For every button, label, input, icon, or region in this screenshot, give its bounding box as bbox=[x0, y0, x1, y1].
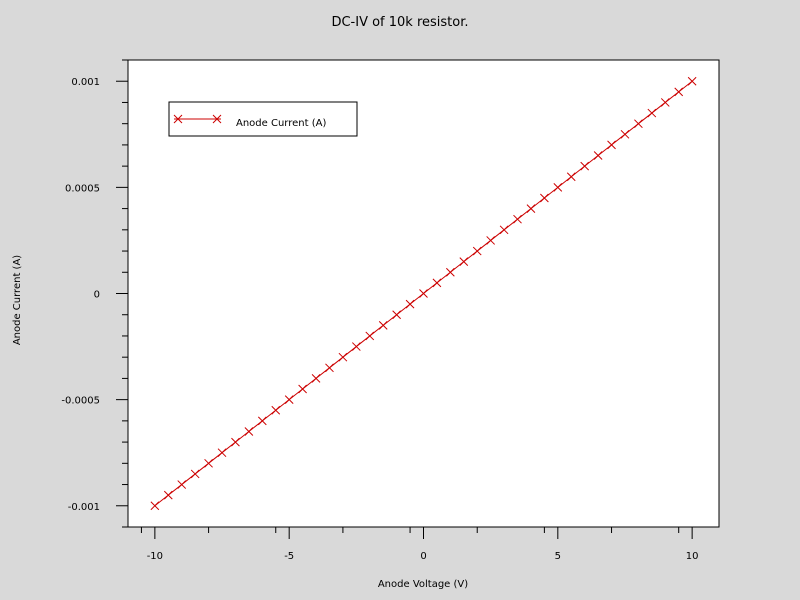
data-point bbox=[566, 172, 576, 182]
data-point bbox=[620, 129, 630, 139]
data-point bbox=[190, 469, 200, 479]
series-layer bbox=[150, 76, 697, 511]
data-point bbox=[647, 108, 657, 118]
legend-marker bbox=[173, 114, 183, 124]
data-point bbox=[607, 140, 616, 150]
data-point bbox=[204, 458, 213, 468]
data-point bbox=[513, 214, 522, 224]
data-point bbox=[177, 480, 187, 489]
data-point bbox=[311, 374, 321, 383]
legend: Anode Current (A) bbox=[168, 101, 358, 137]
data-point bbox=[660, 98, 670, 107]
y-axis-label: Anode Current (A) bbox=[12, 255, 23, 345]
y-tick-label: -0.0005 bbox=[61, 396, 100, 407]
data-point bbox=[459, 257, 469, 267]
data-point bbox=[244, 427, 254, 436]
data-point bbox=[472, 246, 482, 256]
data-point bbox=[405, 299, 415, 309]
x-tick-label: -10 bbox=[147, 551, 163, 562]
x-tick-label: -5 bbox=[284, 551, 294, 562]
data-point bbox=[580, 161, 590, 171]
data-point bbox=[486, 236, 496, 245]
data-point bbox=[217, 448, 227, 458]
data-point bbox=[365, 331, 375, 341]
data-point bbox=[257, 416, 267, 426]
data-point bbox=[378, 320, 388, 330]
data-point bbox=[674, 87, 684, 97]
data-point bbox=[540, 193, 549, 203]
data-point bbox=[432, 278, 442, 288]
data-point bbox=[163, 490, 173, 500]
y-tick-label: 0.001 bbox=[71, 77, 100, 88]
chart-title: DC-IV of 10k resistor. bbox=[331, 15, 468, 30]
data-point bbox=[634, 119, 643, 129]
data-point bbox=[553, 183, 563, 192]
legend-marker bbox=[212, 114, 222, 124]
x-tick-label: 10 bbox=[686, 551, 699, 562]
legend-markers bbox=[173, 114, 222, 124]
data-point bbox=[392, 310, 401, 320]
x-axis-label: Anode Voltage (V) bbox=[378, 579, 468, 590]
data-point bbox=[687, 76, 697, 86]
data-point bbox=[271, 405, 281, 415]
data-point bbox=[419, 289, 428, 298]
data-point bbox=[231, 437, 240, 447]
y-tick-label: 0.0005 bbox=[65, 183, 100, 194]
y-tick-label: 0 bbox=[94, 290, 100, 301]
data-point bbox=[298, 384, 307, 394]
data-point bbox=[593, 151, 603, 160]
data-point bbox=[351, 342, 361, 351]
x-tick-label: 5 bbox=[555, 551, 561, 562]
data-point bbox=[338, 352, 348, 362]
data-point bbox=[446, 267, 455, 277]
y-tick-label: -0.001 bbox=[68, 502, 100, 513]
data-point bbox=[499, 225, 509, 235]
data-point bbox=[284, 395, 294, 404]
data-point bbox=[526, 204, 536, 213]
x-tick-label: 0 bbox=[420, 551, 426, 562]
y-axis: 0.001 0.0005 0 -0.0005 -0.001 bbox=[61, 59, 128, 528]
data-point bbox=[150, 501, 160, 511]
x-axis: -10 -5 0 5 10 bbox=[140, 527, 699, 562]
data-point bbox=[325, 363, 334, 373]
legend-label: Anode Current (A) bbox=[236, 118, 326, 129]
